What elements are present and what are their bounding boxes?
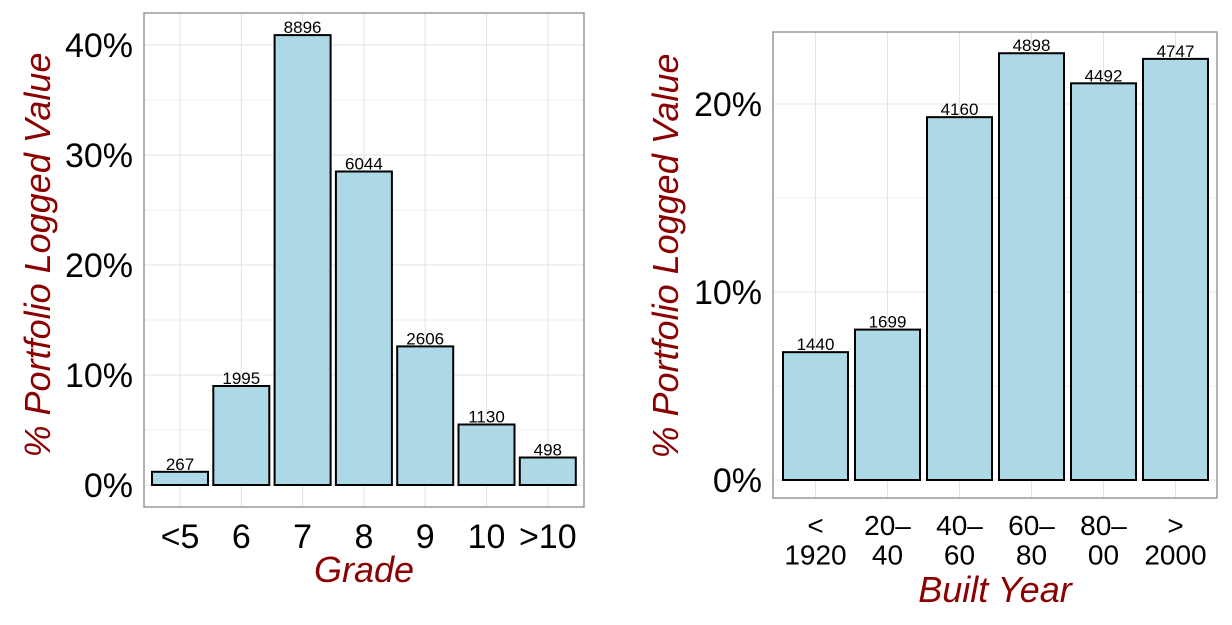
x-tick-label-3: 60– 80: [1008, 510, 1055, 570]
data-label-5: 4747: [1157, 42, 1195, 61]
data-label-4: 2606: [406, 329, 444, 348]
bar-1: [854, 328, 921, 481]
x-tick-label-5: 10: [468, 518, 506, 556]
plot-border: [772, 31, 1218, 499]
bar-6: [518, 456, 577, 486]
data-label-5: 1130: [468, 408, 505, 427]
bar-1: [212, 385, 271, 486]
bar-3: [334, 170, 393, 486]
data-label-0: 1440: [797, 335, 835, 354]
x-tick-label-2: 7: [293, 518, 312, 556]
bar-5: [1142, 57, 1209, 481]
data-label-6: 498: [534, 441, 562, 460]
plot-border: [143, 12, 585, 508]
bar-5: [457, 423, 516, 486]
bar-3: [998, 52, 1065, 482]
chart-panel-2: 1440 < 1920 1699 20– 40 4160 40– 60 4898 60– 80 4492…: [645, 31, 1218, 610]
y-tick-label-3: 30%: [65, 137, 133, 175]
x-tick-label-0: <1920: [784, 510, 846, 570]
bar-2: [273, 34, 332, 486]
x-tick-label-1: 6: [232, 518, 251, 556]
data-label-1: 1995: [222, 369, 260, 388]
y-tick-label-0: 0%: [84, 467, 133, 505]
x-tick-label-6: >10: [519, 518, 577, 556]
bar-2: [926, 116, 993, 481]
x-tick-label-2: 40– 60: [936, 510, 983, 570]
x-tick-label-1: 20– 40: [864, 510, 911, 570]
x-tick-label-5: >2000: [1144, 510, 1206, 570]
data-label-3: 4898: [1013, 36, 1051, 55]
data-label-1: 1699: [869, 313, 907, 332]
x-tick-label-4: 9: [416, 518, 435, 556]
data-label-3: 6044: [345, 155, 383, 174]
bar-0: [151, 470, 209, 486]
data-label-0: 267: [166, 455, 194, 474]
bar-4: [396, 345, 455, 486]
x-axis-title: Grade: [314, 549, 414, 590]
x-tick-label-0: <5: [161, 518, 200, 556]
bar-0: [782, 351, 849, 481]
chart-panel-1: 267 <5 1995 6 8896 7 6044 8 2606 9 1130 10 498 >10 0% 1…: [17, 12, 585, 590]
y-tick-label-2: 20%: [694, 86, 762, 124]
y-axis-title: % Portfolio Logged Value: [17, 53, 58, 458]
y-tick-label-1: 10%: [694, 274, 762, 312]
bar-4: [1070, 82, 1137, 481]
y-tick-label-4: 40%: [65, 27, 133, 65]
data-label-2: 4160: [941, 100, 979, 119]
data-label-2: 8896: [284, 18, 322, 37]
y-tick-label-2: 20%: [65, 247, 133, 285]
data-label-4: 4492: [1085, 66, 1123, 85]
x-axis-title: Built Year: [918, 569, 1073, 610]
x-tick-label-3: 8: [354, 518, 373, 556]
y-tick-label-0: 0%: [713, 462, 762, 500]
y-axis-title: % Portfolio Logged Value: [645, 54, 686, 459]
x-tick-label-4: 80– 00: [1080, 510, 1127, 570]
y-tick-label-1: 10%: [65, 357, 133, 395]
